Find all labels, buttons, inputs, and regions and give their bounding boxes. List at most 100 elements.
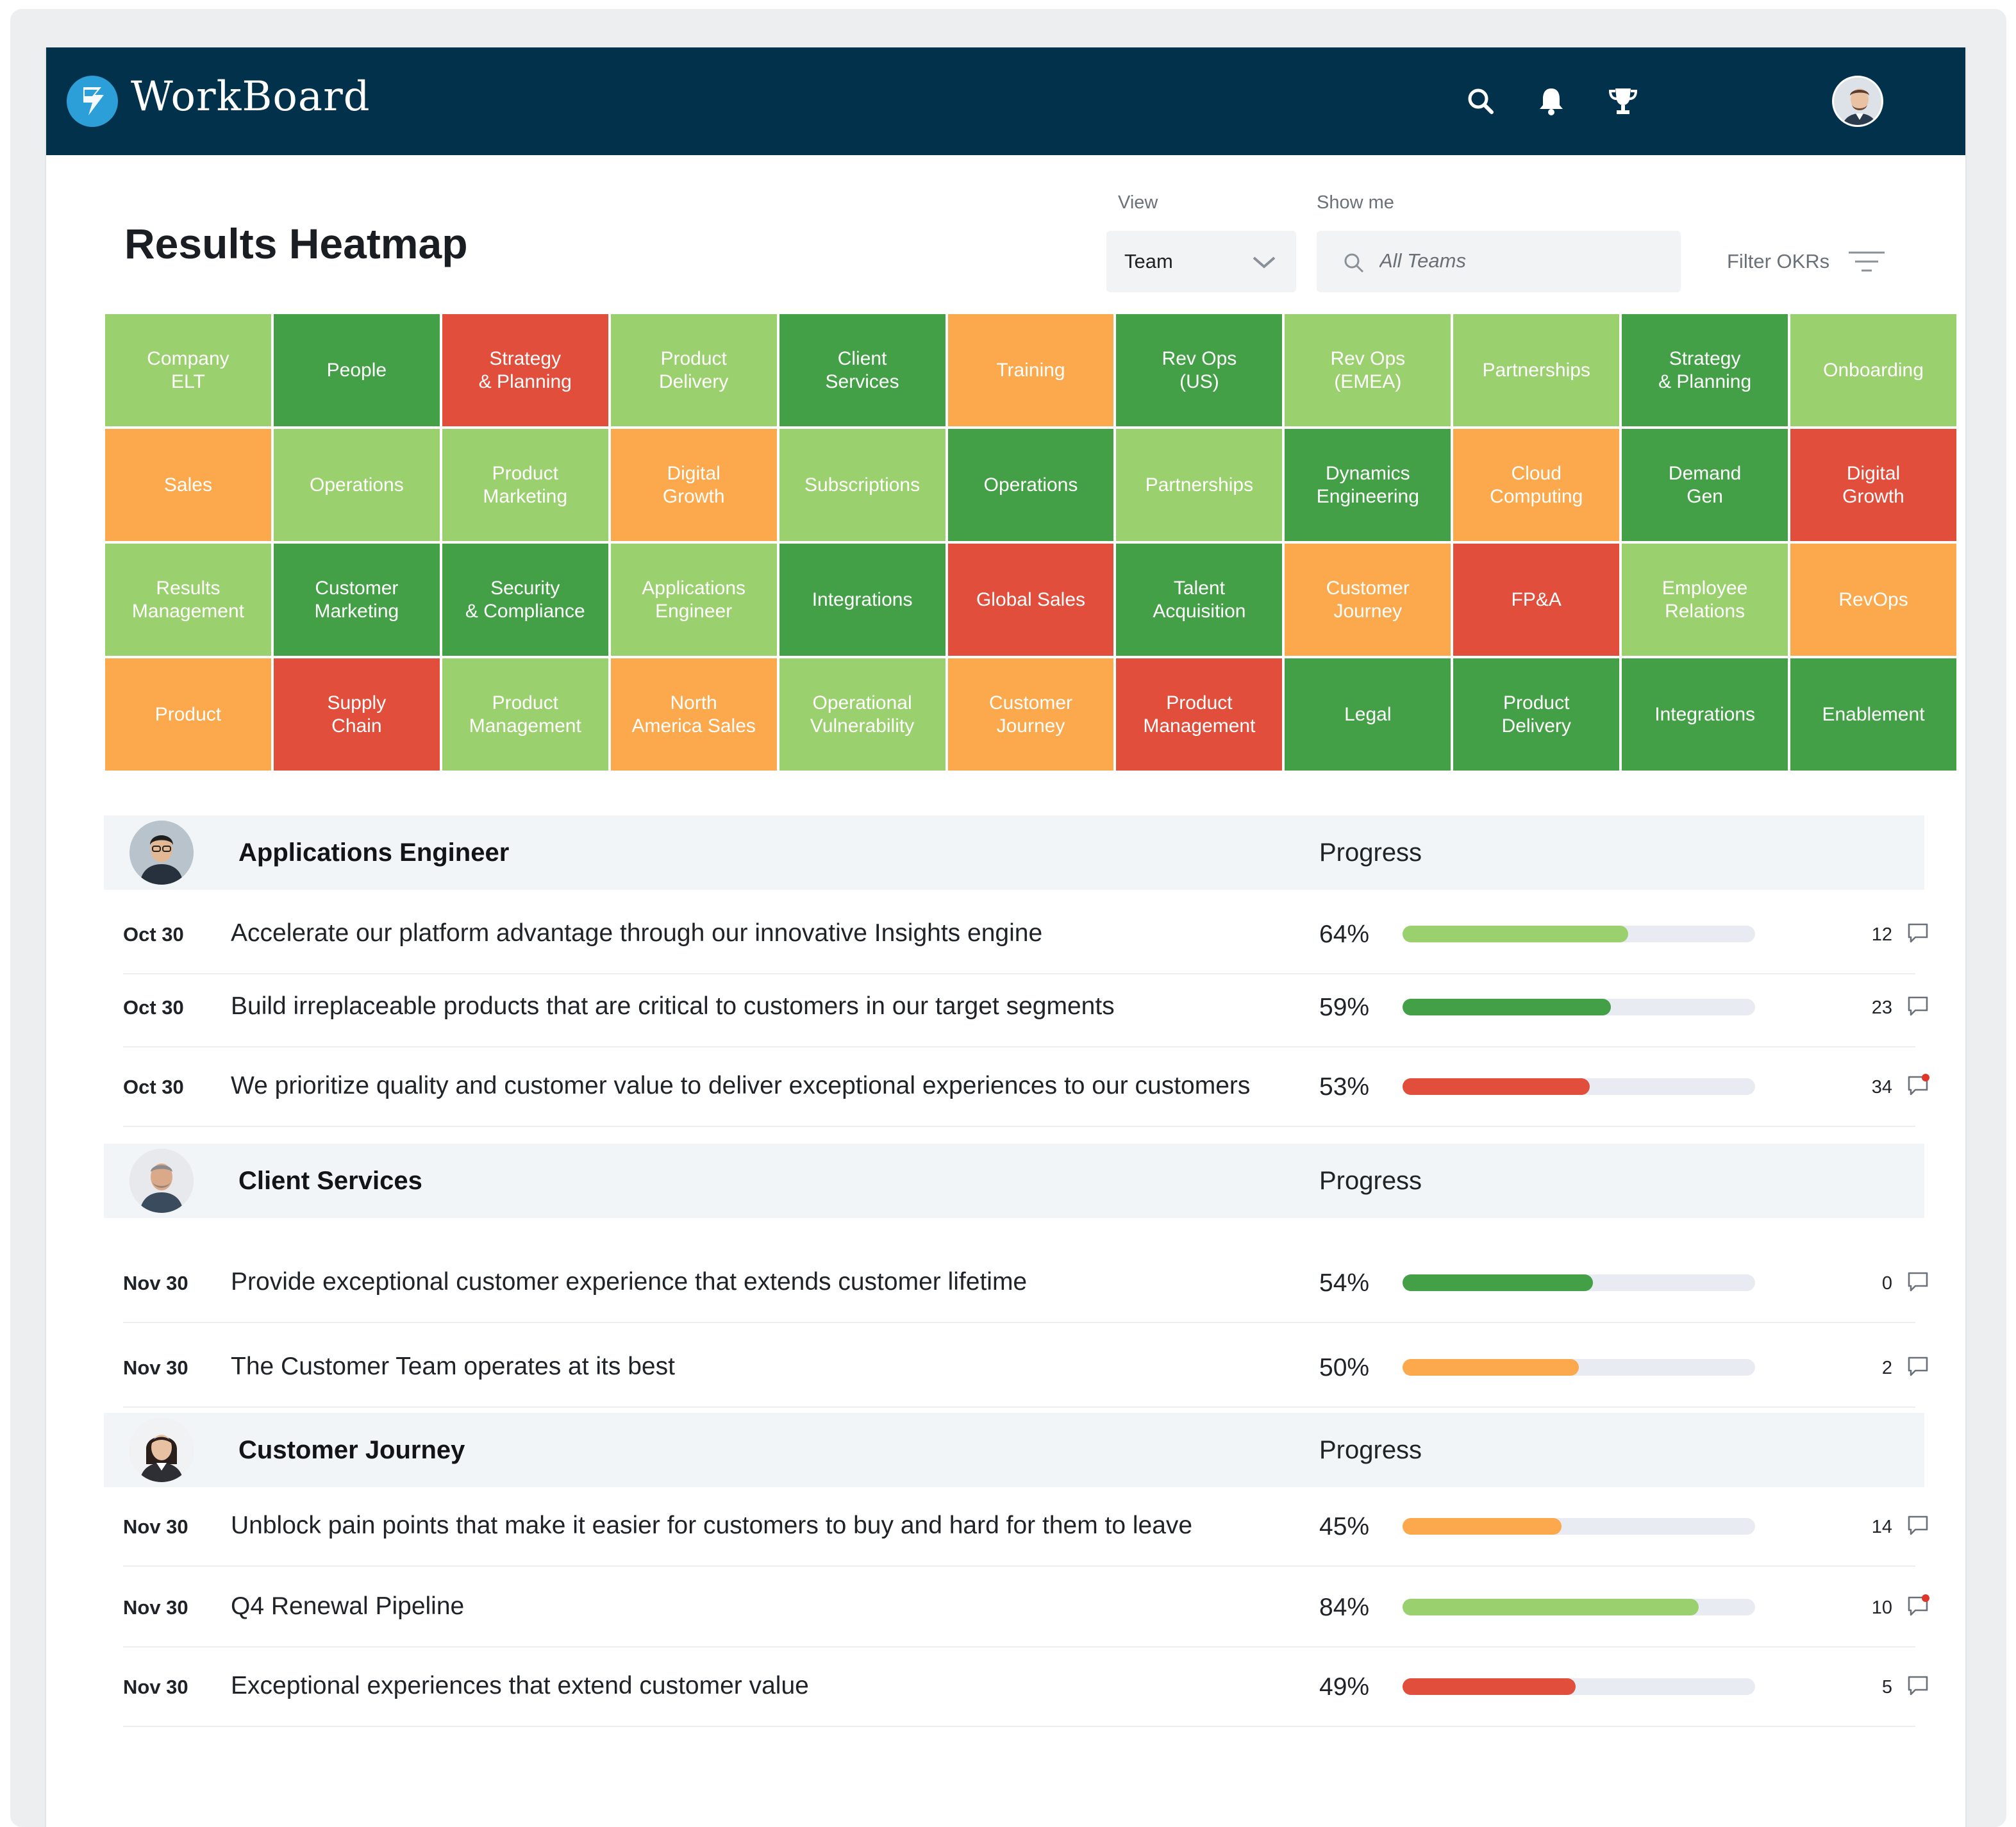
filter-icon[interactable] xyxy=(1846,247,1887,278)
comment-icon[interactable] xyxy=(1905,1269,1931,1298)
objective-row[interactable]: Nov 30 Unblock pain points that make it e… xyxy=(123,1490,1928,1567)
objective-row[interactable]: Nov 30 Q4 Renewal Pipeline 84% 10 xyxy=(123,1571,1929,1648)
progress-column-header: Progress xyxy=(1319,1436,1422,1464)
heatmap-cell[interactable]: Partnerships xyxy=(1116,429,1283,541)
bell-icon[interactable] xyxy=(1532,82,1570,121)
progress-bar-fill xyxy=(1403,1599,1699,1615)
heatmap-cell[interactable]: Dynamics Engineering xyxy=(1285,429,1451,541)
section-header[interactable]: Client Services Progress xyxy=(104,1144,1924,1218)
heatmap-cell[interactable]: Company ELT xyxy=(105,314,271,426)
comment-icon[interactable] xyxy=(1905,1354,1931,1383)
heatmap-cell[interactable]: Onboarding xyxy=(1790,314,1956,426)
heatmap-cell[interactable]: Partnerships xyxy=(1453,314,1620,426)
heatmap-cell[interactable]: FP&A xyxy=(1453,544,1620,656)
objective-due-date: Oct 30 xyxy=(123,1076,184,1098)
search-icon[interactable] xyxy=(1462,82,1500,121)
section-title[interactable]: Customer Journey xyxy=(238,1436,465,1464)
section-title[interactable]: Client Services xyxy=(238,1167,422,1195)
heatmap-cell[interactable]: Customer Journey xyxy=(947,658,1114,771)
progress-bar xyxy=(1403,1518,1755,1535)
heatmap-cell[interactable]: Integrations xyxy=(779,544,946,656)
trophy-icon[interactable] xyxy=(1604,82,1642,121)
heatmap-cell[interactable]: Operations xyxy=(273,429,440,541)
team-search-box[interactable] xyxy=(1317,231,1681,292)
brand-name[interactable]: WorkBoard xyxy=(131,73,371,121)
team-search-input[interactable] xyxy=(1379,246,1662,276)
objective-row[interactable]: Nov 30 Provide exceptional customer exper… xyxy=(123,1246,1928,1323)
comment-icon[interactable] xyxy=(1905,1673,1931,1702)
heatmap-cell[interactable]: Strategy & Planning xyxy=(442,314,608,426)
comment-icon[interactable] xyxy=(1905,921,1931,949)
heatmap-cell[interactable]: Rev Ops (EMEA) xyxy=(1285,314,1451,426)
comment-count: 10 xyxy=(1871,1598,1892,1618)
comment-icon[interactable] xyxy=(1905,1513,1931,1542)
objective-title[interactable]: We prioritize quality and customer value… xyxy=(231,1072,1251,1099)
heatmap-cell[interactable]: Talent Acquisition xyxy=(1116,544,1283,656)
heatmap-cell[interactable]: Applications Engineer xyxy=(610,544,777,656)
objective-title[interactable]: Q4 Renewal Pipeline xyxy=(231,1592,465,1620)
filter-okrs-button[interactable]: Filter OKRs xyxy=(1727,250,1830,272)
heatmap-cell[interactable]: RevOps xyxy=(1790,544,1956,656)
comment-count: 12 xyxy=(1871,924,1892,945)
comment-icon[interactable] xyxy=(1905,994,1931,1022)
heatmap-cell[interactable]: North America Sales xyxy=(610,658,777,771)
heatmap-cell[interactable]: Supply Chain xyxy=(273,658,440,771)
heatmap-cell[interactable]: Product Delivery xyxy=(1453,658,1620,771)
objective-row[interactable]: Oct 30 Accelerate our platform advantage … xyxy=(123,897,1928,974)
section-header[interactable]: Applications Engineer Progress xyxy=(104,815,1924,890)
heatmap-cell[interactable]: Employee Relations xyxy=(1622,544,1788,656)
heatmap-cell[interactable]: People xyxy=(273,314,440,426)
progress-bar xyxy=(1403,1678,1755,1695)
view-dropdown[interactable]: Team xyxy=(1106,231,1296,292)
heatmap-cell[interactable]: Global Sales xyxy=(947,544,1114,656)
objective-progress-percent: 50% xyxy=(1319,1354,1370,1381)
heatmap-cell[interactable]: Training xyxy=(947,314,1114,426)
heatmap-cell[interactable]: Product Management xyxy=(1116,658,1283,771)
heatmap-cell[interactable]: Sales xyxy=(105,429,271,541)
heatmap-cell[interactable]: Operational Vulnerability xyxy=(779,658,946,771)
objective-due-date: Nov 30 xyxy=(123,1596,188,1619)
objective-row[interactable]: Nov 30 Exceptional experiences that exten… xyxy=(123,1650,1928,1727)
heatmap-cell[interactable]: Demand Gen xyxy=(1622,429,1788,541)
section-header[interactable]: Customer Journey Progress xyxy=(104,1413,1924,1487)
heatmap-cell[interactable]: Product Delivery xyxy=(610,314,777,426)
heatmap-cell[interactable]: Integrations xyxy=(1622,658,1788,771)
heatmap-cell[interactable]: Digital Growth xyxy=(1790,429,1956,541)
heatmap-cell[interactable]: Digital Growth xyxy=(610,429,777,541)
heatmap-cell[interactable]: Cloud Computing xyxy=(1453,429,1620,541)
objective-row[interactable]: Oct 30 We prioritize quality and customer… xyxy=(123,1050,1929,1127)
heatmap-cell[interactable]: Product xyxy=(105,658,271,771)
progress-column-header: Progress xyxy=(1319,838,1422,867)
comment-unread-icon[interactable] xyxy=(1905,1073,1931,1102)
heatmap-cell[interactable]: Strategy & Planning xyxy=(1622,314,1788,426)
objective-title[interactable]: Unblock pain points that make it easier … xyxy=(231,1512,1193,1539)
objective-title[interactable]: The Customer Team operates at its best xyxy=(231,1353,675,1380)
workboard-logo-icon[interactable] xyxy=(67,76,118,127)
user-avatar[interactable] xyxy=(1832,76,1883,127)
section-title[interactable]: Applications Engineer xyxy=(238,838,510,867)
search-icon xyxy=(1344,253,1364,273)
objective-title[interactable]: Exceptional experiences that extend cust… xyxy=(231,1672,809,1699)
progress-bar xyxy=(1403,1359,1755,1376)
heatmap-cell[interactable]: Client Services xyxy=(779,314,946,426)
objective-row[interactable]: Nov 30 The Customer Team operates at its … xyxy=(123,1331,1928,1408)
objective-title[interactable]: Provide exceptional customer experience … xyxy=(231,1268,1028,1296)
objective-due-date: Nov 30 xyxy=(123,1515,188,1538)
comment-unread-icon[interactable] xyxy=(1905,1594,1931,1623)
objective-title[interactable]: Accelerate our platform advantage throug… xyxy=(231,919,1043,947)
objective-row[interactable]: Oct 30 Build irreplaceable products that … xyxy=(123,971,1928,1047)
heatmap-cell[interactable]: Operations xyxy=(947,429,1114,541)
heatmap-cell[interactable]: Product Marketing xyxy=(442,429,608,541)
heatmap-cell[interactable]: Customer Marketing xyxy=(273,544,440,656)
heatmap-cell[interactable]: Rev Ops (US) xyxy=(1116,314,1283,426)
progress-bar-fill xyxy=(1403,999,1611,1015)
heatmap-cell[interactable]: Product Management xyxy=(442,658,608,771)
heatmap-cell[interactable]: Subscriptions xyxy=(779,429,946,541)
heatmap-cell[interactable]: Enablement xyxy=(1790,658,1956,771)
heatmap-cell[interactable]: Security & Compliance xyxy=(442,544,608,656)
objective-due-date: Oct 30 xyxy=(123,996,184,1019)
objective-title[interactable]: Build irreplaceable products that are cr… xyxy=(231,992,1115,1020)
heatmap-cell[interactable]: Customer Journey xyxy=(1285,544,1451,656)
heatmap-cell[interactable]: Legal xyxy=(1285,658,1451,771)
heatmap-cell[interactable]: Results Management xyxy=(105,544,271,656)
